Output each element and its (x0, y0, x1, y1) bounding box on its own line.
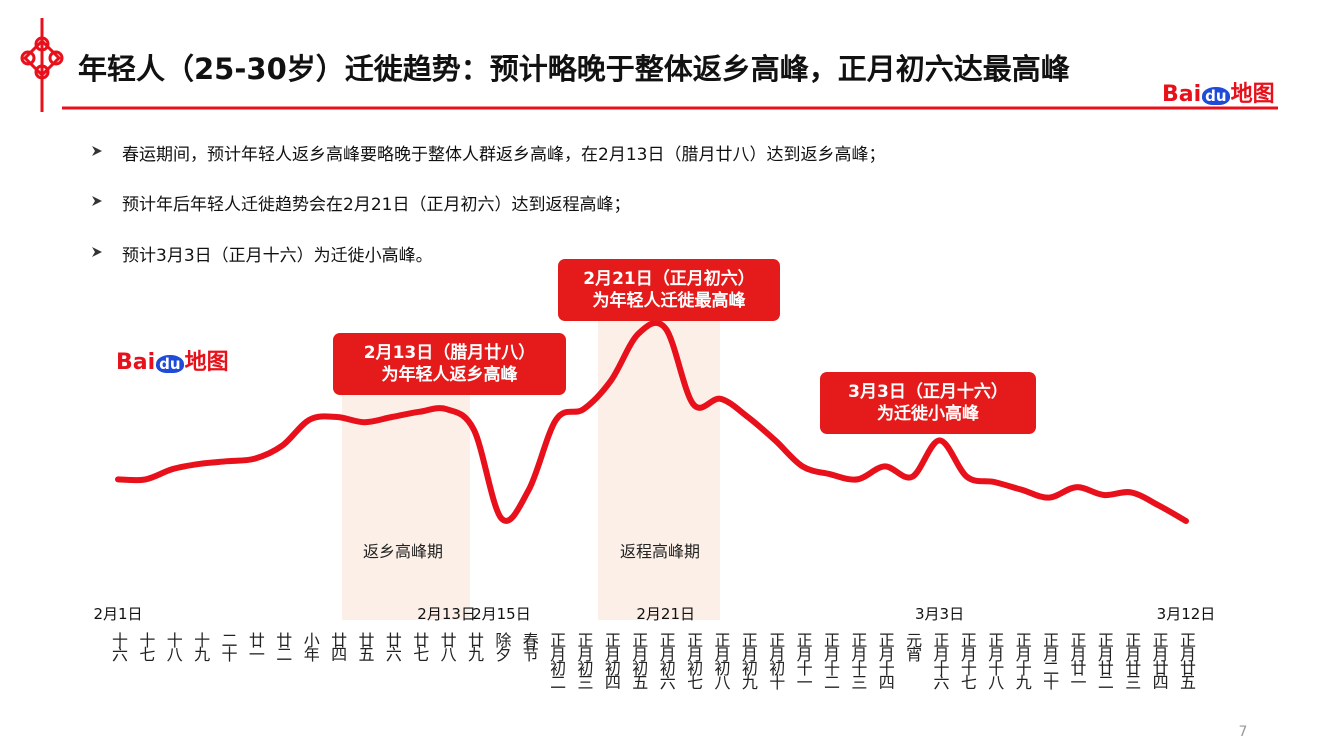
callout-line: 为年轻人返乡高峰 (381, 365, 518, 385)
lunar-label: 二十 (218, 632, 238, 660)
bullet-text: 预计3月3日（正月十六）为迁徙小高峰。 (122, 246, 433, 266)
title: 年轻人（25-30岁）迁徙趋势：预计略晚于整体返乡高峰，正月初六达最高峰 (78, 52, 1070, 86)
lunar-label: 正月初五 (629, 632, 649, 688)
lunar-label: 正月廿二 (1094, 632, 1114, 688)
lunar-label: 十七 (136, 632, 156, 660)
lunar-label: 正月十九 (1012, 632, 1032, 688)
chart-logo: Bai du 地图 (116, 344, 229, 376)
logo-text: Bai (1162, 82, 1202, 107)
x-tick-label: 2月1日 (93, 605, 142, 623)
logo-text: Bai (116, 350, 156, 375)
x-tick-label: 2月21日 (636, 605, 695, 623)
band-bg (342, 395, 470, 620)
bullet: 预计年后年轻人迁徙趋势会在2月21日（正月初六）达到返程高峰； (92, 190, 630, 215)
page-number: 7 (1239, 724, 1248, 740)
bullet: 春运期间，预计年轻人返乡高峰要略晚于整体人群返乡高峰，在2月13日（腊月廿八）达… (92, 140, 885, 165)
lunar-label: 正月十二 (821, 632, 840, 688)
bullet-text: 春运期间，预计年轻人返乡高峰要略晚于整体人群返乡高峰，在2月13日（腊月廿八）达… (122, 145, 886, 165)
callout-line: 2月21日（正月初六） (583, 269, 755, 289)
bullet-arrows (92, 146, 102, 257)
callout-line: 3月3日（正月十六） (848, 382, 1008, 402)
x-tick-label: 2月13日 (417, 605, 476, 623)
callout: 3月3日（正月十六） 为迁徙小高峰 (820, 372, 1036, 434)
lunar-label: 元宵 (903, 632, 923, 660)
lunar-label: 廿六 (382, 632, 402, 660)
x-tick-label: 2月15日 (472, 605, 531, 623)
lunar-label: 正月十四 (875, 632, 895, 688)
knot-icon (20, 18, 64, 112)
logo-text: 地图 (184, 350, 229, 375)
callout-line: 为年轻人迁徙最高峰 (592, 291, 746, 311)
bullet: 预计3月3日（正月十六）为迁徙小高峰。 (92, 241, 433, 266)
lunar-label: 十九 (191, 632, 211, 660)
lunar-label: 正月十一 (793, 632, 813, 688)
lunar-label: 廿五 (355, 632, 375, 660)
lunar-label: 正月二十 (1040, 632, 1060, 688)
lunar-label: 正月初三 (574, 632, 594, 688)
band-label: 返乡高峰期 (363, 542, 443, 561)
lunar-label: 正月十七 (957, 632, 977, 688)
lunar-label: 正月十三 (848, 632, 868, 688)
lunar-label: 正月廿四 (1149, 632, 1169, 688)
lunar-label: 十六 (109, 632, 128, 660)
lunar-label: 正月初十 (766, 632, 786, 688)
lunar-label: 廿四 (328, 632, 348, 660)
bullet-text: 预计年后年轻人迁徙趋势会在2月21日（正月初六）达到返程高峰； (122, 195, 631, 215)
lunar-label: 正月十八 (985, 632, 1005, 688)
lunar-label: 正月十六 (930, 632, 950, 688)
lunar-label: 正月廿一 (1067, 632, 1087, 688)
logo: Bai du 地图 (1162, 76, 1275, 108)
lunar-label: 正月初六 (656, 632, 676, 688)
lunar-label: 正月初八 (711, 632, 731, 688)
lunar-label: 小年 (300, 632, 320, 660)
lunar-label: 正月初七 (684, 632, 704, 688)
lunar-label: 廿九 (465, 632, 484, 660)
lunar-label: 廿八 (437, 632, 457, 660)
band-bg (598, 320, 720, 620)
logo-text: 地图 (1230, 82, 1275, 107)
callout-line: 为迁徙小高峰 (877, 404, 979, 424)
callout-line: 2月13日（腊月廿八） (363, 343, 536, 363)
lunar-label: 正月初四 (601, 632, 621, 688)
lunar-label: 除夕 (492, 632, 512, 660)
line (115, 319, 1189, 524)
lunar-label: 廿一 (245, 632, 265, 660)
callout: 2月13日（腊月廿八） 为年轻人返乡高峰 (333, 333, 566, 395)
lunar-label: 春节 (519, 632, 539, 660)
band-label: 返程高峰期 (620, 542, 700, 561)
x-tick-label: 3月12日 (1157, 605, 1216, 623)
lunar-label: 正月初九 (738, 632, 758, 688)
logo-text: du (156, 355, 184, 373)
callout: 2月21日（正月初六） 为年轻人迁徙最高峰 (558, 259, 780, 321)
lunar-label: 廿七 (410, 632, 430, 660)
lunar-label: 正月初二 (547, 632, 567, 688)
lunar-label: 正月廿三 (1122, 632, 1142, 688)
lunar-label: 廿二 (273, 632, 293, 660)
logo-text: du (1202, 87, 1230, 105)
lunar-label: 十八 (163, 632, 183, 660)
lunar-label: 正月廿五 (1177, 632, 1196, 688)
x-tick-label: 3月3日 (915, 605, 964, 623)
